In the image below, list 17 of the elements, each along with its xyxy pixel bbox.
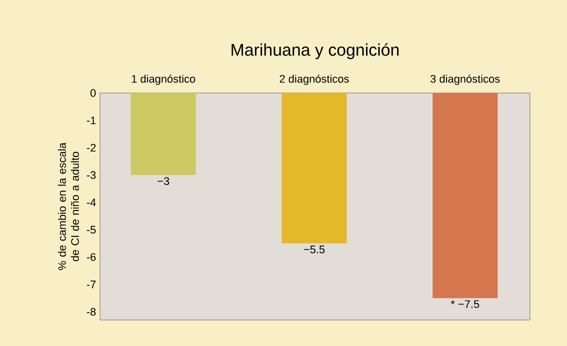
y-tick-label: -8 <box>86 308 96 316</box>
y-axis-title: % de cambio en la escala de CI de niño a adulto <box>58 142 79 270</box>
y-tick-label: -7 <box>86 280 96 288</box>
data-label: −3 <box>158 177 170 186</box>
data-label: −5.5 <box>304 246 325 254</box>
chart-title: Marihuana y cognición <box>232 43 399 60</box>
x-tick-label: 3 diagnósticos <box>430 74 500 85</box>
y-tick-label: -3 <box>86 171 96 179</box>
y-tick-label: -2 <box>86 144 96 152</box>
y-tick-label: 0 <box>90 89 96 97</box>
data-label: * −7.5 <box>450 300 480 308</box>
y-tick-label: -6 <box>86 253 96 261</box>
y-tick-label: -5 <box>86 226 96 234</box>
x-tick-label: 2 diagnósticos <box>280 74 349 85</box>
y-tick-label: -4 <box>86 198 96 206</box>
x-tick-label: 1 diagnóstico <box>132 74 196 85</box>
y-tick-label: -1 <box>86 116 96 124</box>
